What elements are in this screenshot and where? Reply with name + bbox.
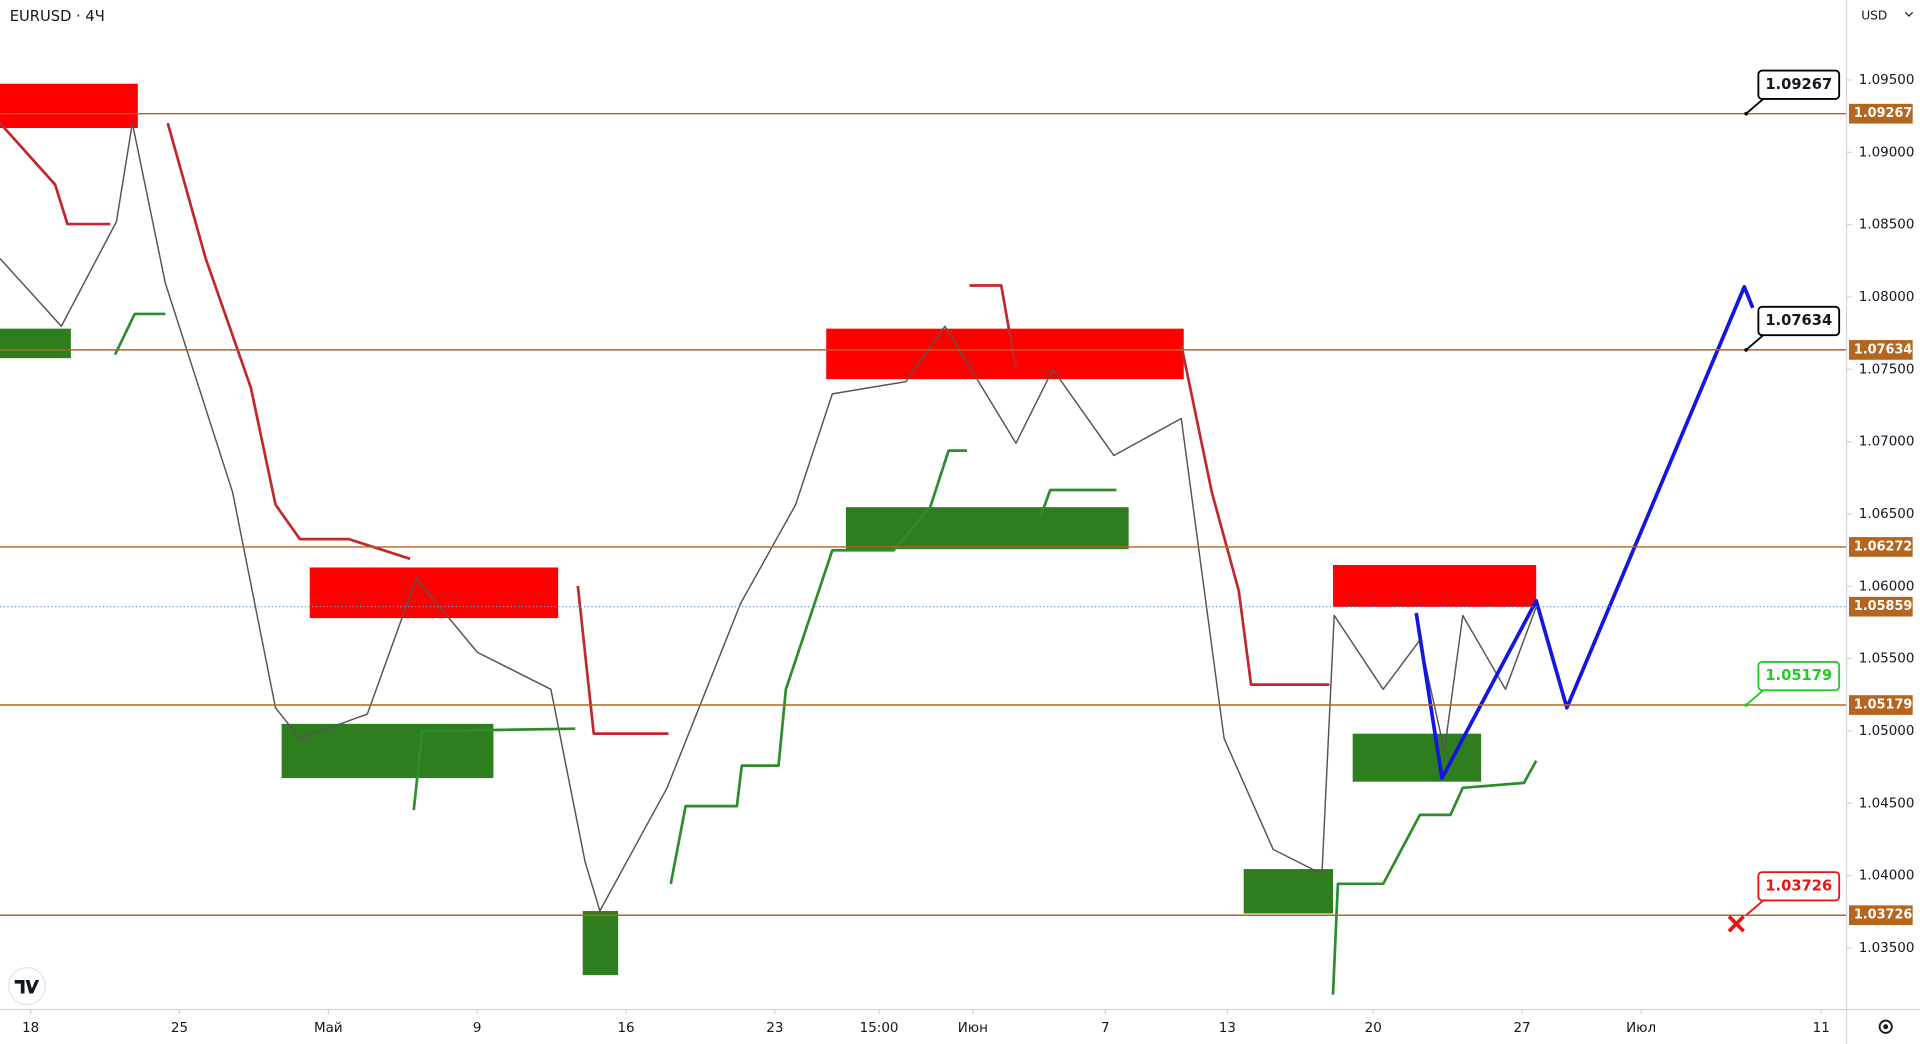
x-tick-label: 13	[1219, 1020, 1236, 1036]
callout-anchor	[1744, 703, 1748, 707]
y-tick-label: 1.05000	[1859, 723, 1915, 739]
x-tick-label: 23	[766, 1020, 783, 1036]
y-tick-label: 1.06000	[1859, 578, 1915, 594]
y-tick-label: 1.09500	[1859, 72, 1915, 88]
series-line	[113, 312, 1538, 995]
x-tick-label: 15:00	[860, 1020, 899, 1036]
x-tick-label: Июл	[1626, 1020, 1656, 1036]
level-tag	[1848, 695, 1913, 715]
callout-box	[1757, 305, 1841, 337]
series-line	[0, 122, 1537, 912]
callout-box	[1757, 69, 1841, 100]
y-tick-label: 1.03500	[1859, 940, 1915, 956]
series-line	[0, 122, 1330, 735]
level-tag	[1848, 340, 1913, 360]
currency-label[interactable]: USD	[1861, 8, 1887, 22]
callout-pointer	[1745, 98, 1764, 115]
y-tick-label: 1.04500	[1859, 795, 1915, 811]
level-tag	[1848, 537, 1913, 557]
x-tick-label: 27	[1513, 1020, 1530, 1036]
zone	[1333, 565, 1537, 607]
level-tag	[1848, 905, 1913, 926]
x-tick-label: 20	[1365, 1020, 1382, 1036]
level-tag-label: 1.03726	[1854, 908, 1913, 923]
x-tick-label: 25	[171, 1020, 188, 1036]
callout-label: 1.07634	[1765, 312, 1832, 329]
level-tag-label: 1.06272	[1854, 539, 1912, 554]
axes: 1.03500 1.04000 1.04500 1.05000 1.05500 1.060…	[0, 69, 1915, 1036]
callout-pointer	[1745, 334, 1764, 351]
x-tick-label: Май	[314, 1020, 343, 1036]
level-tag-label: 1.09267	[1854, 106, 1912, 121]
x-tick-label: 7	[1101, 1020, 1110, 1036]
zone	[0, 83, 138, 129]
x-tick-label: Июн	[958, 1020, 988, 1036]
y-tick-label: 1.07000	[1859, 434, 1915, 450]
level-tag-label: 1.07634	[1854, 342, 1913, 357]
callout-pointer	[1745, 689, 1764, 706]
tv-logo[interactable]	[7, 967, 46, 1006]
settings-icon[interactable]	[1878, 1019, 1893, 1034]
stop-marker	[1727, 915, 1745, 933]
y-tick-label: 1.08000	[1859, 289, 1915, 305]
callout-label: 1.09267	[1765, 76, 1832, 93]
y-tick-label: 1.06500	[1859, 506, 1915, 522]
level-tag-label: 1.05179	[1854, 698, 1913, 713]
zone	[582, 911, 619, 976]
y-tick-label: 1.05500	[1859, 651, 1915, 667]
lines	[0, 122, 1755, 995]
y-tick-label: 1.04000	[1859, 868, 1915, 884]
zone	[1243, 869, 1334, 914]
y-tick-label: 1.07500	[1859, 361, 1915, 377]
y-tick-label: 1.08500	[1859, 217, 1915, 233]
callout-anchor	[1744, 111, 1748, 116]
x-tick-label: 9	[473, 1020, 482, 1036]
current-price-label: 1.05859	[1854, 599, 1913, 614]
zone	[309, 567, 559, 619]
callout-anchor	[1744, 348, 1748, 352]
callout-box	[1757, 871, 1841, 902]
zone	[845, 507, 1129, 550]
x-tick-label: 18	[22, 1020, 39, 1036]
x-tick-label: 11	[1813, 1020, 1830, 1036]
y-tick-label: 1.09000	[1859, 144, 1915, 160]
symbol-title: EURUSD · 4Ч	[10, 8, 105, 25]
callout-pointer	[1745, 899, 1764, 916]
callout-label: 1.03726	[1765, 877, 1832, 894]
current-price-tag	[1848, 596, 1913, 617]
series-line	[1414, 285, 1755, 780]
x-tick-label: 16	[617, 1020, 634, 1036]
currency-caret[interactable]	[1904, 11, 1914, 17]
zone	[826, 328, 1184, 380]
zone	[0, 328, 71, 359]
level-tag	[1848, 103, 1913, 124]
zone	[281, 723, 494, 779]
callout-box	[1757, 661, 1841, 692]
zones	[0, 83, 1537, 976]
callout-label: 1.05179	[1765, 667, 1832, 684]
